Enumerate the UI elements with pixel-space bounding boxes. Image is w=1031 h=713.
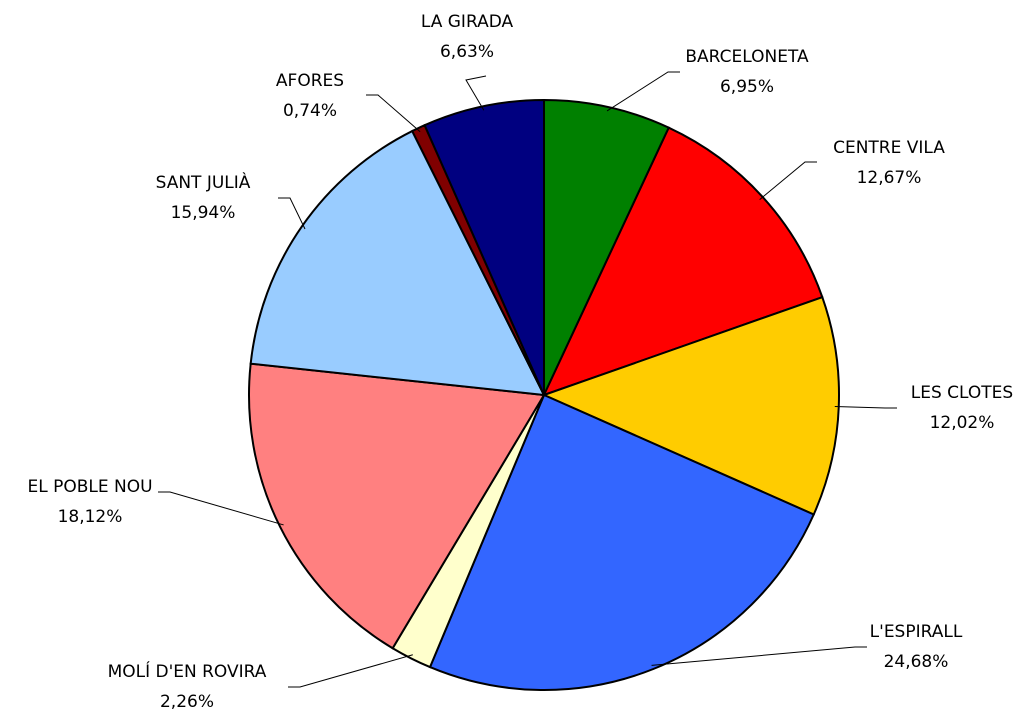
leader-line (834, 405, 897, 409)
leader-line (288, 654, 413, 688)
pie-slice (423, 98, 545, 396)
leader-line (465, 75, 487, 111)
leader-line (651, 646, 867, 666)
slice-value-label: 18,12% (58, 507, 123, 527)
leader-line (158, 491, 284, 526)
pie-slice (543, 98, 671, 396)
slice-value-label: 12,67% (857, 168, 922, 188)
slice-value-label: 12,02% (930, 413, 995, 433)
slice-label: L'ESPIRALL (870, 622, 963, 642)
slice-label: SANT JULIÀ (156, 171, 251, 193)
pie-slice (428, 393, 816, 691)
pie-slice (249, 129, 546, 397)
leader-line (366, 94, 421, 133)
slice-label: MOLÍ D'EN ROVIRA (108, 660, 267, 682)
leader-line (759, 161, 817, 200)
slice-value-label: 6,95% (720, 77, 774, 97)
slice-value-label: 2,26% (160, 692, 214, 712)
slice-label: EL POBLE NOU (27, 477, 152, 497)
leader-line (278, 197, 306, 230)
slice-label: AFORES (276, 71, 344, 91)
pie-slice (248, 362, 546, 650)
slice-label: BARCELONETA (685, 47, 809, 67)
slice-value-label: 24,68% (884, 652, 949, 672)
leader-line (606, 71, 680, 112)
slice-label: LA GIRADA (421, 12, 514, 32)
slice-label: CENTRE VILA (833, 138, 945, 158)
slice-value-label: 0,74% (283, 101, 337, 121)
slice-value-label: 6,63% (440, 42, 494, 62)
slice-value-label: 15,94% (171, 203, 236, 223)
slice-label: LES CLOTES (911, 383, 1013, 403)
